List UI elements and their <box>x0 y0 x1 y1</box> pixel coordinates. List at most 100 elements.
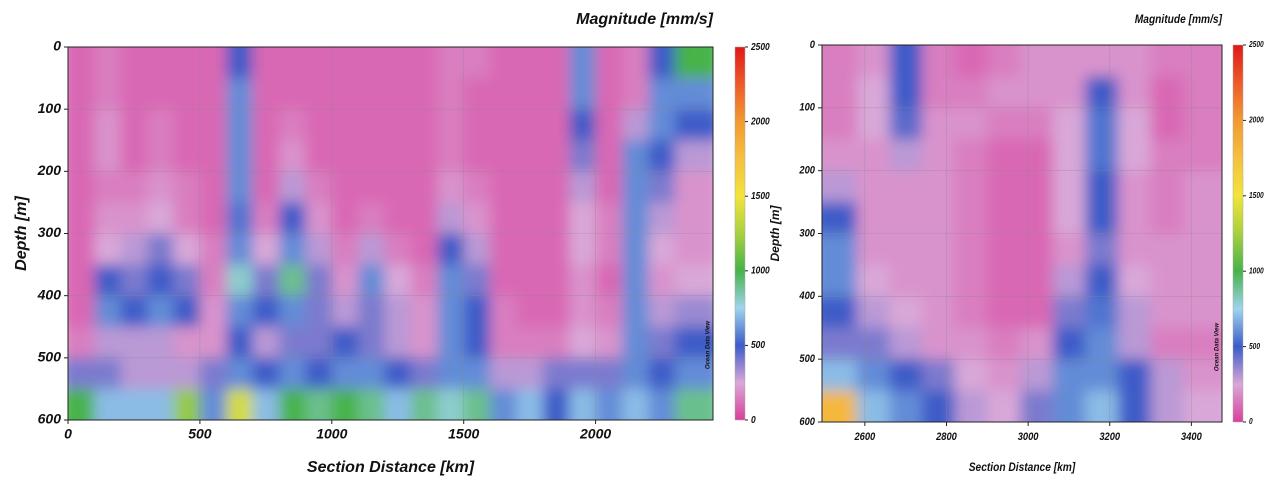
heatmap-cell <box>954 139 988 172</box>
heatmap-cell <box>856 170 890 203</box>
heatmap-cell <box>305 295 333 328</box>
heatmap-cell <box>595 326 623 359</box>
heatmap-cell <box>856 296 890 329</box>
heatmap-cell <box>1117 202 1152 234</box>
heatmap-cell <box>199 47 227 79</box>
heatmap-cell <box>173 264 201 297</box>
heatmap-cell <box>68 202 95 234</box>
heatmap-cell <box>147 171 175 203</box>
heatmap-cell <box>305 109 333 141</box>
chart-title: Magnitude [mm/s] <box>1135 13 1223 26</box>
x-axis-label: Section Distance [km] <box>307 459 475 476</box>
heatmap-cell <box>1117 170 1152 203</box>
heatmap-cell <box>889 107 923 140</box>
heatmap-cell <box>1052 327 1086 360</box>
heatmap-cell <box>621 295 649 328</box>
x-tick-label: 2800 <box>935 431 957 443</box>
heatmap-cell <box>410 264 438 297</box>
heatmap-cell <box>252 326 280 359</box>
heatmap-cell <box>358 78 386 110</box>
heatmap-cell <box>358 47 386 79</box>
x-tick-label: 1000 <box>316 426 347 442</box>
heatmap-cell <box>1085 202 1119 234</box>
heatmap-cells <box>822 45 1222 422</box>
heatmap-cell <box>173 47 201 79</box>
heatmap-cell <box>358 264 386 297</box>
heatmap-cell <box>490 357 517 390</box>
heatmap-cell <box>569 109 597 141</box>
heatmap-cell <box>1117 139 1152 172</box>
heatmap-cell <box>94 357 122 390</box>
heatmap-cell <box>1150 390 1184 422</box>
heatmap-cell <box>1183 264 1222 297</box>
heatmap-cell <box>954 264 988 297</box>
heatmap-cell <box>252 264 280 297</box>
heatmap-cell <box>822 233 858 266</box>
x-axis-label: Section Distance [km] <box>969 461 1077 474</box>
heatmap-cell <box>922 76 956 109</box>
heatmap-cell <box>542 264 570 297</box>
heatmap-cell <box>94 171 122 203</box>
heatmap-cell <box>120 326 148 359</box>
heatmap-cell <box>1019 233 1054 266</box>
heatmap-cell <box>1183 45 1222 77</box>
heatmap-cell <box>674 202 713 234</box>
heatmap-cell <box>1183 390 1222 422</box>
heatmap-cell <box>648 171 676 203</box>
heatmap-cell <box>1019 170 1054 203</box>
heatmap-cell <box>68 78 95 110</box>
heatmap-cell <box>358 171 386 203</box>
heatmap-cell <box>1052 170 1086 203</box>
y-tick-label: 100 <box>38 100 62 116</box>
colorbar <box>1232 44 1244 423</box>
heatmap-cell <box>889 139 923 172</box>
heatmap-cell <box>621 47 649 79</box>
heatmap-cell <box>1052 202 1086 234</box>
heatmap-cell <box>384 140 412 172</box>
heatmap-cell <box>1150 202 1184 234</box>
heatmap-cell <box>542 78 570 110</box>
heatmap-cell <box>542 47 570 79</box>
heatmap-cell <box>1117 264 1152 297</box>
heatmap-cell <box>822 107 858 140</box>
heatmap-cell <box>648 47 676 79</box>
heatmap-cell <box>305 357 333 390</box>
heatmap-cell <box>120 357 148 390</box>
heatmap-cell <box>1019 76 1054 109</box>
heatmap-cell <box>569 171 597 203</box>
x-tick-label: 500 <box>188 426 212 442</box>
heatmap-cell <box>331 295 359 328</box>
heatmap-cell <box>621 233 649 266</box>
heatmap-cell <box>648 109 676 141</box>
heatmap-cell <box>68 171 95 203</box>
heatmap-cell <box>463 233 491 266</box>
heatmap-cell <box>595 171 623 203</box>
heatmap-cell <box>94 47 122 79</box>
y-tick-label: 300 <box>38 224 62 240</box>
heatmap-cell <box>147 264 175 297</box>
heatmap-cell <box>199 233 227 266</box>
heatmap-cell <box>68 295 95 328</box>
heatmap-cell <box>199 109 227 141</box>
heatmap-cell <box>358 109 386 141</box>
heatmap-cell <box>331 264 359 297</box>
heatmap-cell <box>94 78 122 110</box>
heatmap-cell <box>922 327 956 360</box>
heatmap-cell <box>621 388 649 420</box>
heatmap-cell <box>384 78 412 110</box>
heatmap-cell <box>94 326 122 359</box>
heatmap-cell <box>279 47 306 79</box>
x-tick-label: 1500 <box>448 426 479 442</box>
heatmap-cell <box>822 359 858 392</box>
heatmap-cell <box>674 233 713 266</box>
heatmap-cell <box>595 140 623 172</box>
heatmap-cell <box>410 357 438 390</box>
heatmap-cell <box>569 357 597 390</box>
heatmap-cell <box>331 171 359 203</box>
heatmap-cell <box>437 109 465 141</box>
heatmap-cell <box>987 390 1021 422</box>
heatmap-cell <box>822 76 858 109</box>
heatmap-cell <box>569 295 597 328</box>
heatmap-cell <box>252 109 280 141</box>
heatmap-cell <box>516 47 544 79</box>
